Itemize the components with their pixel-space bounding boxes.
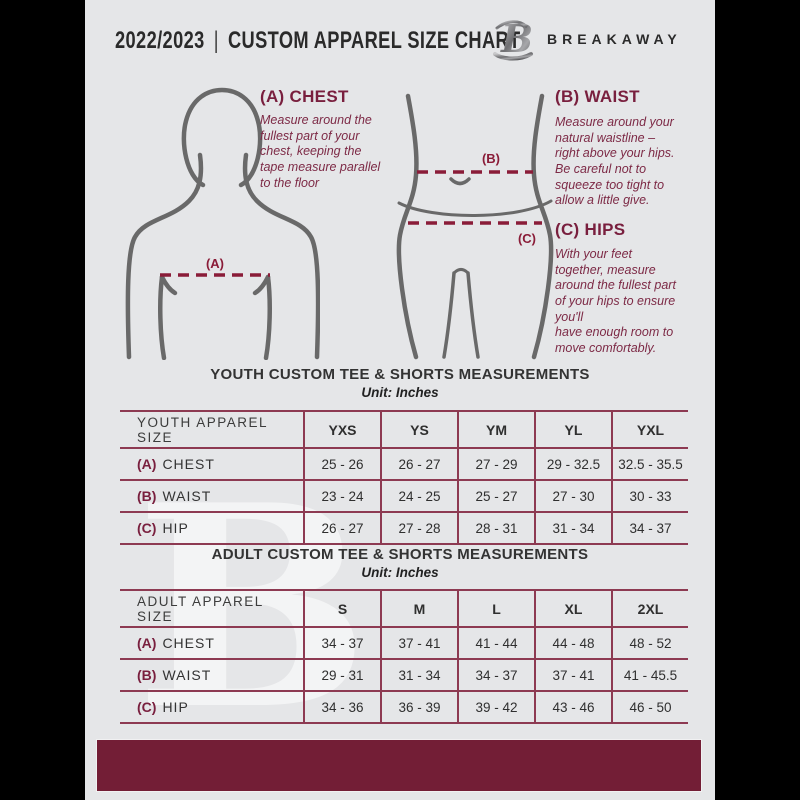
row-label: CHEST <box>162 456 215 472</box>
size-header: YM <box>457 412 534 447</box>
row-marker: (B) <box>137 667 157 683</box>
upper-body-figure: (A) <box>125 87 320 360</box>
measurement-cell: 32.5 - 35.5 <box>611 449 688 479</box>
measurement-cell: 31 - 34 <box>380 660 457 690</box>
title-separator: | <box>213 27 219 54</box>
measurement-cell: 34 - 37 <box>611 513 688 543</box>
table-row-hip: (C) HIP 26 - 27 27 - 28 28 - 31 31 - 34 … <box>120 511 688 543</box>
measurement-cell: 46 - 50 <box>611 692 688 722</box>
row-marker: (A) <box>137 635 157 651</box>
size-header: YXL <box>611 412 688 447</box>
page-title: 2022/2023 | CUSTOM APPAREL SIZE CHART <box>115 27 521 55</box>
waist-marker-label: (B) <box>482 151 500 166</box>
row-header: (C) HIP <box>120 513 303 543</box>
waist-instructions: Measure around your natural waistline – … <box>555 115 675 208</box>
measurement-cell: 37 - 41 <box>534 660 611 690</box>
size-header: XL <box>534 591 611 626</box>
row-header: (C) HIP <box>120 692 303 722</box>
chest-instructions: Measure around the fullest part of your … <box>260 113 381 190</box>
content-layer: 2022/2023 | CUSTOM APPAREL SIZE CHART B <box>85 0 715 800</box>
table-row-hip: (C) HIP 34 - 36 36 - 39 39 - 42 43 - 46 … <box>120 690 688 722</box>
size-header: L <box>457 591 534 626</box>
footer-accent-bar <box>97 740 701 791</box>
table-header-row: YOUTH APPAREL SIZE YXS YS YM YL YXL <box>120 410 688 447</box>
size-chart-page: B 2022/2023 | CUSTOM APPAREL SIZE CHART <box>85 0 715 800</box>
chest-section-heading: (A) CHEST <box>260 87 349 106</box>
table-row-waist: (B) WAIST 29 - 31 31 - 34 34 - 37 37 - 4… <box>120 658 688 690</box>
row-marker: (B) <box>137 488 157 504</box>
waist-section-heading: (B) WAIST <box>555 87 640 106</box>
row-header: (B) WAIST <box>120 481 303 511</box>
measurement-cell: 28 - 31 <box>457 513 534 543</box>
row-marker: (C) <box>137 520 157 536</box>
measurement-cell: 27 - 28 <box>380 513 457 543</box>
row-label: HIP <box>162 699 189 715</box>
measurement-cell: 43 - 46 <box>534 692 611 722</box>
measurement-cell: 44 - 48 <box>534 628 611 658</box>
row-header: (B) WAIST <box>120 660 303 690</box>
size-header: M <box>380 591 457 626</box>
measurement-cell: 24 - 25 <box>380 481 457 511</box>
hips-outline <box>396 93 554 360</box>
table-header-row: ADULT APPAREL SIZE S M L XL 2XL <box>120 589 688 626</box>
youth-size-column-header: YOUTH APPAREL SIZE <box>137 414 268 445</box>
size-header: S <box>303 591 380 626</box>
title-text: CUSTOM APPAREL SIZE CHART <box>228 27 521 54</box>
title-year: 2022/2023 <box>115 27 205 54</box>
measurement-cell: 27 - 30 <box>534 481 611 511</box>
measurement-cell: 25 - 27 <box>457 481 534 511</box>
measurement-cell: 39 - 42 <box>457 692 534 722</box>
chest-marker-label: (A) <box>206 256 224 271</box>
size-header: 2XL <box>611 591 688 626</box>
measurement-cell: 37 - 41 <box>380 628 457 658</box>
youth-table-unit: Unit: Inches <box>361 385 439 400</box>
size-header: YXS <box>303 412 380 447</box>
hip-marker-label: (C) <box>518 231 536 246</box>
row-header: (A) CHEST <box>120 449 303 479</box>
measurement-cell: 34 - 36 <box>303 692 380 722</box>
table-row-waist: (B) WAIST 23 - 24 24 - 25 25 - 27 27 - 3… <box>120 479 688 511</box>
measurement-cell: 41 - 45.5 <box>611 660 688 690</box>
hips-instructions: With your feet together, measure around … <box>555 247 676 355</box>
measurement-cell: 29 - 31 <box>303 660 380 690</box>
row-label: WAIST <box>162 667 212 683</box>
lower-body-figure: (B) (C) <box>396 93 554 360</box>
brand-watermark-letter: B <box>135 444 370 771</box>
row-marker: (A) <box>137 456 157 472</box>
measurement-cell: 26 - 27 <box>380 449 457 479</box>
brand-name: BREAKAWAY <box>547 31 682 47</box>
size-header: YL <box>534 412 611 447</box>
measurement-cell: 25 - 26 <box>303 449 380 479</box>
brand-logo-group: B BREAKAWAY <box>493 16 682 62</box>
measurement-cell: 41 - 44 <box>457 628 534 658</box>
row-label: HIP <box>162 520 189 536</box>
measurement-cell: 34 - 37 <box>303 628 380 658</box>
adult-size-column-header: ADULT APPAREL SIZE <box>137 593 264 624</box>
measurement-cell: 30 - 33 <box>611 481 688 511</box>
adult-table-unit: Unit: Inches <box>361 565 439 580</box>
youth-table-title: YOUTH CUSTOM TEE & SHORTS MEASUREMENTS <box>210 366 590 383</box>
measurement-cell: 34 - 37 <box>457 660 534 690</box>
measurement-cell: 29 - 32.5 <box>534 449 611 479</box>
table-row-chest: (A) CHEST 25 - 26 26 - 27 27 - 29 29 - 3… <box>120 447 688 479</box>
hips-section-heading: (C) HIPS <box>555 220 626 239</box>
measurement-cell: 36 - 39 <box>380 692 457 722</box>
measurement-cell: 27 - 29 <box>457 449 534 479</box>
size-header: YS <box>380 412 457 447</box>
breakaway-logo-icon: B <box>493 16 533 61</box>
row-label: WAIST <box>162 488 212 504</box>
table-row-chest: (A) CHEST 34 - 37 37 - 41 41 - 44 44 - 4… <box>120 626 688 658</box>
measurement-cell: 31 - 34 <box>534 513 611 543</box>
row-label: CHEST <box>162 635 215 651</box>
row-header: (A) CHEST <box>120 628 303 658</box>
youth-size-table: YOUTH APPAREL SIZE YXS YS YM YL YXL (A) … <box>120 410 688 545</box>
torso-outline <box>125 87 320 360</box>
adult-table-title: ADULT CUSTOM TEE & SHORTS MEASUREMENTS <box>211 546 589 563</box>
adult-size-table: ADULT APPAREL SIZE S M L XL 2XL (A) CHES… <box>120 589 688 724</box>
measurement-cell: 23 - 24 <box>303 481 380 511</box>
row-marker: (C) <box>137 699 157 715</box>
measurement-cell: 26 - 27 <box>303 513 380 543</box>
measurement-cell: 48 - 52 <box>611 628 688 658</box>
